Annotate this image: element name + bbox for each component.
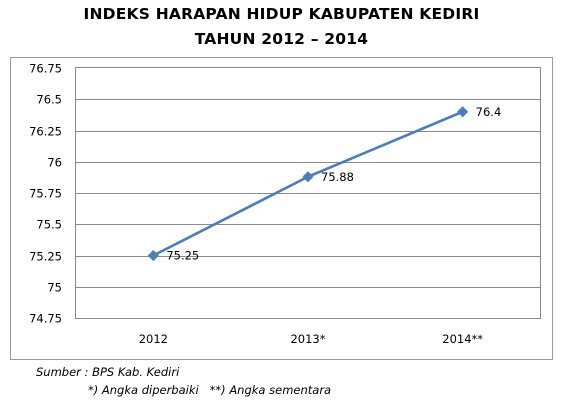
x-tick-label: 2013* (290, 332, 325, 346)
y-tick-label: 76.25 (29, 125, 62, 139)
chart-area-border (11, 58, 553, 360)
y-tick-label: 76.75 (29, 62, 62, 76)
data-label: 76.4 (476, 105, 502, 119)
data-label: 75.25 (166, 249, 199, 263)
y-tick-label: 76 (47, 156, 62, 170)
y-tick-label: 75.75 (29, 187, 62, 201)
y-tick-label: 75.5 (36, 218, 62, 232)
x-tick-label: 2012 (139, 332, 168, 346)
source-note: Sumber : BPS Kab. Kediri (36, 365, 179, 379)
x-tick-label: 2014** (442, 332, 483, 346)
footnote-legend: *) Angka diperbaiki **) Angka sementara (88, 383, 331, 397)
y-tick-label: 74.75 (29, 312, 62, 326)
data-label: 75.88 (321, 170, 354, 184)
y-tick-label: 75 (47, 281, 62, 295)
y-tick-label: 75.25 (29, 250, 62, 264)
y-tick-label: 76.5 (36, 93, 62, 107)
